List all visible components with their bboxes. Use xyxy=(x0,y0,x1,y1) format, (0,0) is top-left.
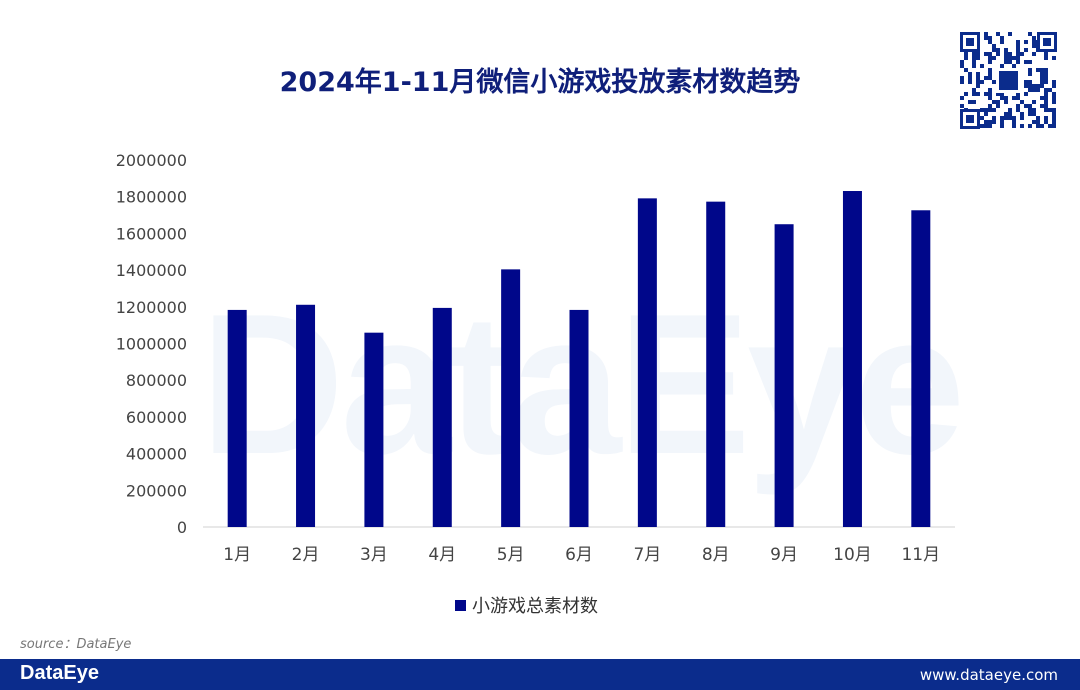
bar xyxy=(774,224,794,527)
brand-logo: DataEye xyxy=(20,662,99,684)
x-tick-label: 8月 xyxy=(702,545,730,565)
x-tick-label: 2月 xyxy=(292,545,320,565)
bar xyxy=(911,210,931,528)
y-tick-label: 1200000 xyxy=(116,298,187,317)
y-tick-label: 2000000 xyxy=(116,151,187,170)
x-tick-label: 5月 xyxy=(497,545,525,565)
y-tick-label: 800000 xyxy=(126,371,187,390)
x-tick-label: 1月 xyxy=(223,545,251,565)
legend-swatch xyxy=(455,599,466,611)
bar xyxy=(706,201,726,528)
bar xyxy=(842,191,862,527)
x-tick-label: 4月 xyxy=(428,545,456,565)
y-tick-label: 200000 xyxy=(126,481,187,500)
bar xyxy=(569,309,589,527)
legend: 小游戏总素材数 xyxy=(455,592,598,618)
bar xyxy=(501,269,521,527)
website-link[interactable]: www.dataeye.com xyxy=(919,666,1058,684)
bar xyxy=(364,332,384,527)
x-tick-label: 6月 xyxy=(565,545,593,565)
x-tick-label: 11月 xyxy=(901,545,940,565)
y-tick-label: 400000 xyxy=(126,445,187,464)
bar xyxy=(432,307,452,527)
source-note: source：DataEye xyxy=(20,637,132,652)
bar xyxy=(227,309,247,527)
qr-code-icon xyxy=(960,32,1057,129)
y-tick-label: 0 xyxy=(177,518,187,537)
y-tick-label: 600000 xyxy=(126,408,187,427)
x-tick-label: 10月 xyxy=(833,545,872,565)
x-tick-label: 7月 xyxy=(633,545,661,565)
x-tick-label: 3月 xyxy=(360,545,388,565)
footer-bar: DataEye www.dataeye.com xyxy=(0,659,1080,690)
bar xyxy=(296,304,316,527)
y-tick-label: 1400000 xyxy=(116,261,187,280)
legend-label: 小游戏总素材数 xyxy=(472,596,598,617)
x-tick-label: 9月 xyxy=(770,545,798,565)
bar xyxy=(637,198,657,527)
y-tick-label: 1800000 xyxy=(116,188,187,207)
chart-title: 2024年1-11月微信小游戏投放素材数趋势 xyxy=(279,67,801,98)
y-tick-label: 1600000 xyxy=(116,224,187,243)
y-tick-label: 1000000 xyxy=(116,335,187,354)
